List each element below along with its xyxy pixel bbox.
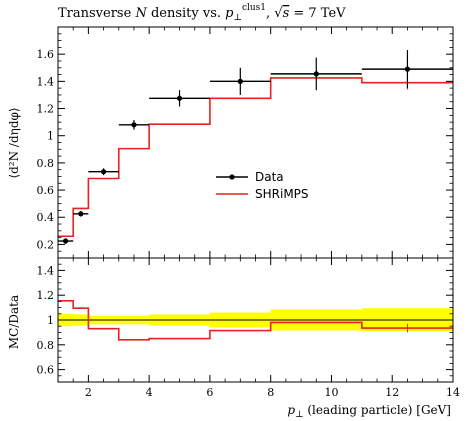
data-point	[176, 95, 183, 101]
x-tick-label: 2	[85, 386, 92, 399]
title-sqrt-expr: s	[283, 6, 290, 21]
ratio-y-tick-label: 0.8	[37, 339, 55, 352]
ratio-y-tick-label: 0.6	[37, 364, 55, 377]
data-point	[313, 71, 319, 77]
data-point	[62, 238, 69, 244]
ratio-y-axis-label: MC/Data	[7, 295, 21, 349]
x-tick-label: 4	[146, 386, 153, 399]
x-tick-label: 10	[324, 386, 338, 399]
main-y-tick-label: 1.2	[37, 103, 55, 116]
main-y-tick-label: 0.6	[37, 184, 55, 197]
ratio-y-tick-label: 1	[47, 314, 54, 327]
legend: Data SHRiMPS	[216, 170, 309, 201]
main-plot-panel: 0.2 0.4 0.6 0.8 1 1.2 1.4 1.6	[37, 26, 454, 259]
x-tick-label: 6	[206, 386, 213, 399]
ratio-plot-panel: 0.6 0.8 1 1.2 1.4 2 4 6 8 10 12 14	[37, 257, 460, 399]
title-sep: ,	[266, 6, 274, 21]
ratio-shrimps-step-line	[58, 299, 453, 341]
x-axis-label: p⊥ (leading particle) [GeV]	[287, 403, 451, 420]
x-tick-label: 8	[267, 386, 274, 399]
ratio-y-tick-label: 1.4	[37, 264, 55, 277]
legend-data-marker	[229, 174, 235, 180]
title-prefix: Transverse	[58, 6, 135, 21]
main-y-axis-label: ⟨d²N /dηdφ⟩	[7, 107, 21, 178]
data-point	[237, 78, 243, 84]
x-axis-label-rest: (leading particle) [GeV]	[304, 403, 451, 417]
main-y-tick-label: 0.4	[37, 211, 55, 224]
ratio-y-tick-label: 1.2	[37, 289, 55, 302]
title-sym-sup: clus1	[242, 3, 266, 13]
title-sqrt: √	[274, 6, 283, 21]
main-y-tick-label: 1.6	[37, 48, 55, 61]
legend-data-label: Data	[255, 170, 284, 184]
title-sym-sub: ⊥	[233, 13, 241, 23]
data-point	[404, 66, 411, 72]
main-plot-frame	[57, 26, 454, 259]
main-y-tick-label: 0.2	[37, 238, 55, 251]
shrimps-step-line	[58, 77, 453, 238]
main-y-tick-label: 0.8	[37, 157, 55, 170]
main-y-tick-label: 1	[47, 130, 54, 143]
x-axis-label-sub: ⊥	[295, 410, 303, 420]
title-sym: p	[225, 6, 234, 21]
main-y-tick-label: 1.4	[37, 75, 55, 88]
data-point	[78, 211, 84, 217]
x-tick-label: 14	[446, 386, 460, 399]
title-suffix: = 7 TeV	[289, 6, 346, 21]
title-mid: density vs.	[147, 6, 225, 21]
data-point	[100, 169, 107, 175]
title-var: N	[134, 6, 147, 21]
x-axis-label-sym: p	[287, 403, 295, 417]
chart-title: Transverse N density vs. p⊥clus1, √s = 7…	[58, 3, 346, 23]
legend-shrimps-label: SHRiMPS	[255, 187, 309, 201]
x-tick-label: 12	[385, 386, 399, 399]
data-point	[131, 122, 137, 128]
